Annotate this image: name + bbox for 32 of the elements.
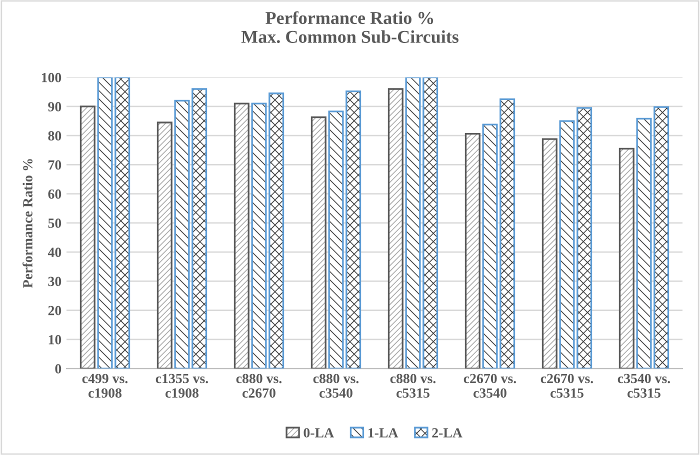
bar — [618, 148, 634, 369]
bar — [234, 102, 250, 369]
y-tick-label: 90 — [48, 102, 62, 112]
y-tick-label: 100 — [42, 72, 62, 82]
x-tick-label: c2670 vs. c5315 — [540, 374, 594, 398]
x-tick-label: c3540 vs. c5315 — [618, 374, 670, 398]
y-tick-label: 60 — [48, 189, 62, 199]
y-tick-label: 70 — [48, 160, 62, 170]
x-tick-label: c880 vs. c2670 — [236, 374, 282, 398]
y-tick-label: 40 — [48, 248, 62, 258]
legend-label: 1-LA — [368, 428, 398, 438]
y-tick-label: 80 — [48, 131, 62, 141]
y-tick-label: 20 — [48, 306, 62, 316]
y-tick-label: 50 — [48, 218, 62, 228]
y-axis-title: Performance Ratio % — [22, 159, 32, 288]
x-tick-label: c880 vs. c5315 — [390, 374, 436, 398]
x-tick-label: c499 vs. c1908 — [82, 374, 128, 398]
y-tick-label: 0 — [55, 364, 62, 374]
bar — [464, 133, 480, 369]
x-tick-label: c2670 vs. c3540 — [464, 374, 516, 398]
bar — [388, 88, 404, 369]
bar — [310, 116, 326, 369]
bar — [542, 138, 558, 369]
bar — [80, 106, 96, 369]
y-tick-label: 10 — [48, 335, 62, 344]
x-tick-label: c1355 vs. c1908 — [156, 374, 208, 398]
legend-label: 2-LA — [432, 428, 462, 438]
y-tick-label: 30 — [48, 276, 62, 286]
chart-title: Performance Ratio % Max. Common Sub-Circuits — [241, 11, 458, 44]
legend-label: 0-LA — [304, 428, 334, 438]
x-tick-label: c880 vs. c3540 — [313, 374, 359, 398]
bar — [156, 122, 172, 369]
